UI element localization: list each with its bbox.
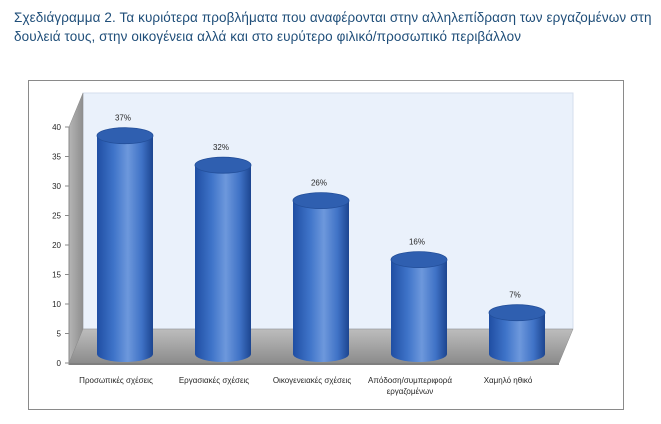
chart-frame: 0 5 10 15 20 25 30 35 40 37% Προσωπικές σχέσεις 32… — [28, 80, 624, 410]
y-tick-label: 35 — [52, 153, 61, 162]
floor-edge — [69, 363, 559, 365]
y-tick-label: 15 — [52, 271, 61, 280]
bar-top — [194, 156, 252, 174]
bar-body — [97, 135, 153, 362]
category-label: Προσωπικές σχέσεις — [79, 376, 153, 385]
bar — [292, 192, 350, 362]
data-label: 37% — [115, 114, 131, 123]
bar-chart: 0 5 10 15 20 25 30 35 40 37% Προσωπικές σχέσεις 32… — [52, 92, 574, 396]
bar — [194, 156, 252, 362]
bar-top — [488, 304, 546, 322]
category-label: Χαμηλό ηθικό — [484, 376, 533, 385]
bar — [96, 127, 154, 362]
side-wall — [68, 92, 84, 364]
bar-top — [390, 251, 448, 269]
data-label: 16% — [409, 238, 425, 247]
category-label: Απόδοση/συμπεριφορά — [368, 376, 452, 385]
y-tick-label: 0 — [57, 359, 62, 368]
data-label: 7% — [509, 291, 521, 300]
y-tick-label: 5 — [57, 330, 62, 339]
bar — [390, 251, 448, 362]
bar-body — [391, 259, 447, 362]
bar — [488, 304, 546, 362]
chart-caption: Σχεδιάγραμμα 2. Τα κυριότερα προβλήματα … — [14, 10, 652, 44]
data-label: 26% — [311, 179, 327, 188]
category-label: Εργασιακές σχέσεις — [179, 376, 249, 385]
bar-top — [96, 127, 154, 145]
y-tick-label: 40 — [52, 123, 61, 132]
bar-top — [292, 192, 350, 209]
y-tick-label: 30 — [52, 182, 61, 191]
bar-body — [293, 200, 349, 362]
category-label: εργαζομένων — [387, 387, 434, 396]
bar-body — [195, 165, 251, 362]
y-tick-label: 20 — [52, 241, 61, 250]
data-label: 32% — [213, 143, 229, 152]
bar-body — [489, 312, 545, 362]
y-tick-label: 10 — [52, 300, 61, 309]
category-label: Οικογενειακές σχέσεις — [273, 376, 352, 385]
y-tick-label: 25 — [52, 212, 61, 221]
